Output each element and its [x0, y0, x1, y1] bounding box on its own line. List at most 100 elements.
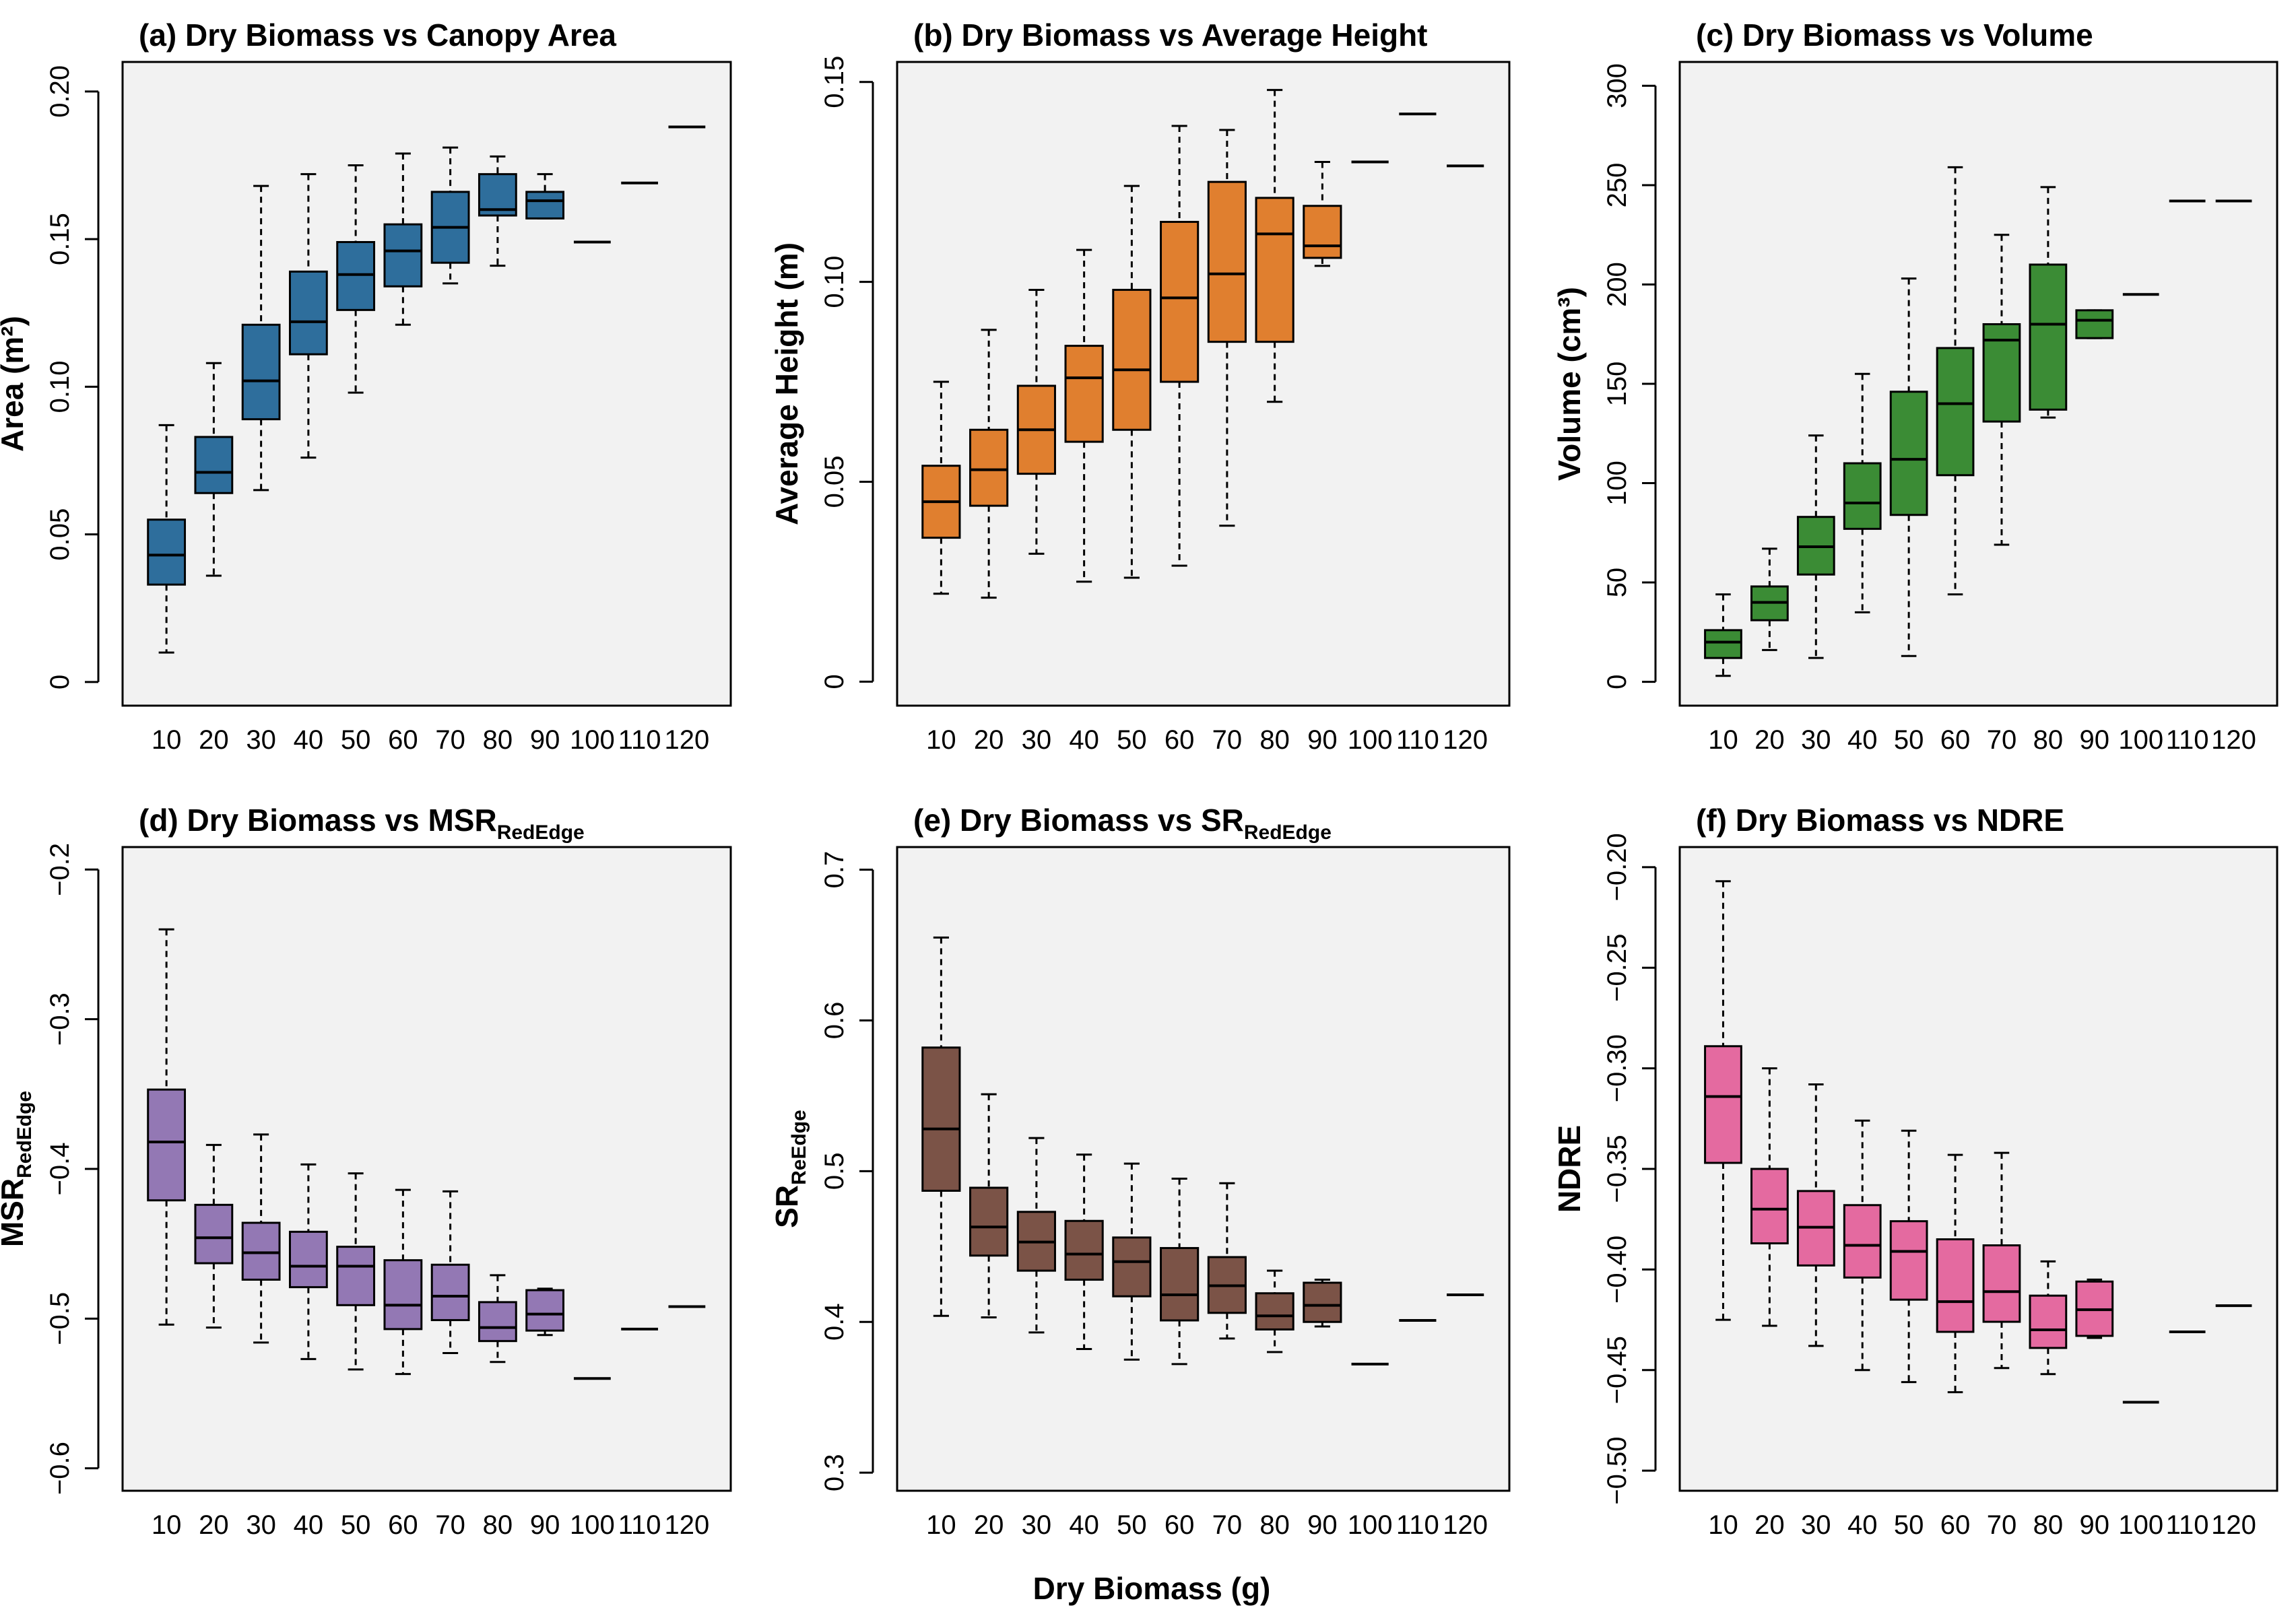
y-axis-label: NDRE — [1552, 1125, 1587, 1213]
plot-frame — [896, 846, 1511, 1492]
y-tick-label: 0 — [1602, 674, 1632, 689]
y-tick-label: 150 — [1602, 362, 1632, 407]
x-tick-label: 60 — [388, 1510, 418, 1540]
box-40 — [1064, 1153, 1104, 1351]
iqr-box — [1936, 347, 1975, 477]
panel-title: (a) Dry Biomass vs Canopy Area — [139, 18, 616, 53]
iqr-box — [969, 1186, 1009, 1257]
x-tick-label: 80 — [483, 725, 513, 755]
iqr-box — [1064, 345, 1104, 443]
y-axis-label-main: Average Height (m) — [769, 242, 804, 525]
box-10 — [147, 424, 187, 654]
box-50 — [1889, 277, 1928, 657]
x-tick-label: 110 — [618, 725, 661, 755]
box-20 — [1750, 1067, 1789, 1327]
x-tick-label: 90 — [530, 1510, 560, 1540]
box-40 — [1064, 248, 1104, 583]
iqr-box — [383, 223, 423, 288]
box-80 — [478, 155, 517, 267]
panel-c: (c) Dry Biomass vs Volume 0 50 100 150 200 250… — [1552, 18, 2278, 755]
y-tick-label: 0.10 — [45, 360, 75, 413]
box-10 — [921, 936, 961, 1317]
iqr-box — [430, 1263, 470, 1322]
x-tick-label: 60 — [1165, 1510, 1195, 1540]
iqr-box — [1112, 288, 1152, 431]
x-tick-label: 120 — [2211, 725, 2256, 755]
y-axis-label-subscript: RedEdge — [13, 1091, 36, 1178]
box-90 — [1303, 160, 1342, 267]
box-50 — [1112, 1162, 1152, 1361]
iqr-box — [525, 1289, 565, 1332]
box-40 — [1843, 372, 1882, 613]
x-tick-label: 120 — [2211, 1510, 2256, 1540]
x-tick-label: 110 — [1396, 725, 1439, 755]
box-70 — [430, 146, 470, 285]
x-tick-label: 40 — [1847, 1510, 1878, 1540]
x-tick-label: 110 — [1396, 1510, 1439, 1540]
y-axis-label-main: MSR — [0, 1178, 30, 1247]
x-tick-label: 10 — [152, 725, 182, 755]
y-tick-label: 200 — [1602, 262, 1632, 307]
panel-a: (a) Dry Biomass vs Canopy Area 0 0.05 0.10 0… — [0, 18, 732, 755]
box-90 — [525, 1287, 565, 1337]
iqr-box — [1255, 197, 1294, 343]
panel-title-main: (d) Dry Biomass vs MSR — [139, 803, 497, 838]
box-20 — [1750, 547, 1789, 651]
x-tick-label: 60 — [388, 725, 418, 755]
box-80 — [1255, 1269, 1294, 1353]
plot-frame — [1678, 846, 2278, 1492]
iqr-box — [1112, 1236, 1152, 1298]
box-60 — [1936, 1153, 1975, 1394]
box-10 — [1704, 880, 1742, 1321]
y-tick-label: 0.3 — [820, 1454, 849, 1491]
box-70 — [1982, 1151, 2021, 1370]
x-tick-label: 30 — [1022, 725, 1052, 755]
y-tick-label: −0.25 — [1602, 934, 1632, 1002]
y-tick-label: 0.10 — [820, 256, 849, 308]
y-tick-label: 0.6 — [820, 1002, 849, 1040]
box-60 — [1160, 1178, 1200, 1366]
x-tick-label: 100 — [570, 725, 615, 755]
x-tick-label: 120 — [1443, 1510, 1488, 1540]
iqr-box — [1303, 1281, 1342, 1323]
x-tick-label: 80 — [483, 1510, 513, 1540]
x-tick-label: 70 — [1212, 725, 1243, 755]
y-tick-label: 0.15 — [820, 56, 849, 108]
x-tick-label: 40 — [1069, 725, 1099, 755]
figure-x-axis-label: Dry Biomass (g) — [1033, 1571, 1271, 1606]
panel-d: (d) Dry Biomass vs MSRRedEdge−0.6−0.5−0.… — [0, 803, 732, 1540]
x-tick-label: 50 — [1894, 725, 1924, 755]
y-axis-label-main: Volume (cm³) — [1552, 287, 1587, 481]
panel-title: (e) Dry Biomass vs SRRedEdge — [913, 803, 1332, 844]
x-tick-label: 70 — [1987, 1510, 2017, 1540]
x-tick-label: 80 — [2033, 1510, 2064, 1540]
x-tick-label: 100 — [570, 1510, 615, 1540]
panel-title-main: (b) Dry Biomass vs Average Height — [913, 18, 1428, 53]
iqr-box — [1936, 1238, 1975, 1333]
box-20 — [194, 1143, 234, 1329]
y-tick-label: 0.7 — [820, 851, 849, 889]
x-tick-label: 20 — [1754, 725, 1785, 755]
panel-f: (f) Dry Biomass vs NDRE −0.50 −0.45 −0.40 −0… — [1552, 803, 2278, 1540]
x-tick-label: 50 — [1117, 725, 1147, 755]
iqr-box — [147, 1088, 187, 1202]
box-60 — [1160, 125, 1200, 567]
y-tick-label: 0 — [820, 674, 849, 689]
box-80 — [478, 1274, 517, 1364]
x-tick-label: 10 — [926, 1510, 956, 1540]
y-tick-label: −0.5 — [45, 1292, 75, 1345]
iqr-box — [336, 1246, 376, 1306]
panel-title: (d) Dry Biomass vs MSRRedEdge — [139, 803, 585, 844]
panel-title-main: (e) Dry Biomass vs SR — [913, 803, 1244, 838]
y-tick-label: 0.4 — [820, 1303, 849, 1341]
iqr-box — [1255, 1292, 1294, 1331]
box-70 — [430, 1190, 470, 1354]
x-tick-label: 90 — [2080, 1510, 2110, 1540]
panel-title-main: (a) Dry Biomass vs Canopy Area — [139, 18, 616, 53]
iqr-box — [1889, 391, 1928, 516]
y-tick-label: −0.35 — [1602, 1135, 1632, 1203]
iqr-box — [336, 241, 376, 311]
y-axis-label: SRReEdge — [769, 1110, 810, 1228]
y-axis-label-subscript: ReEdge — [788, 1110, 810, 1185]
